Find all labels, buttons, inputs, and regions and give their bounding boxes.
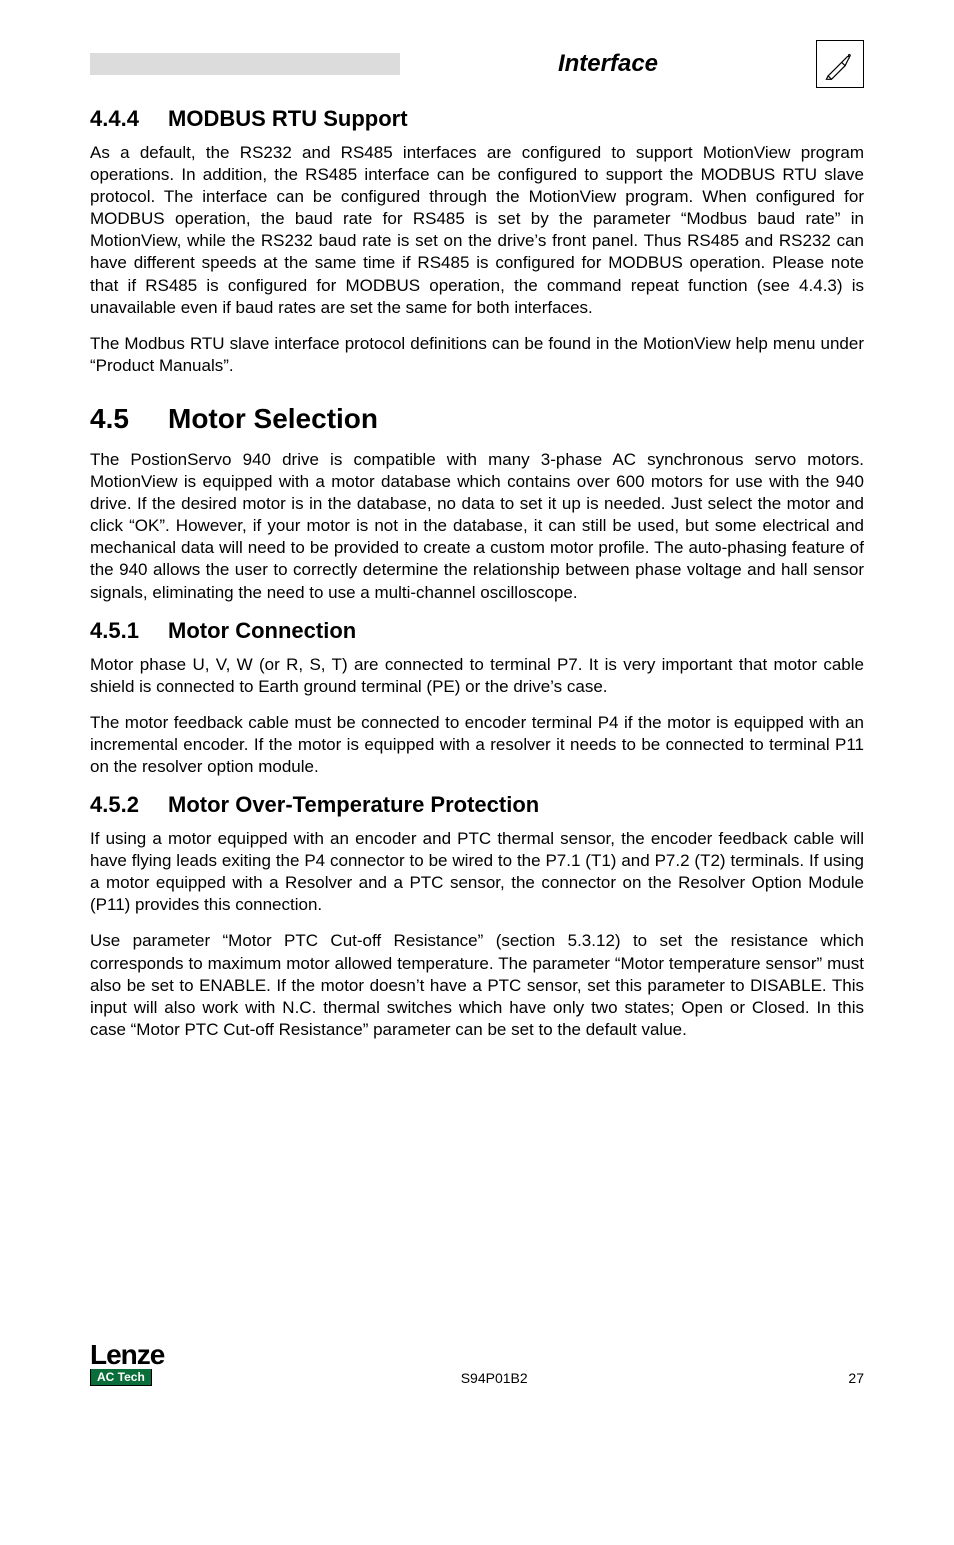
- body-paragraph: Use parameter “Motor PTC Cut-off Resista…: [90, 930, 864, 1040]
- brand-logo-sub: AC Tech: [90, 1369, 152, 1386]
- page-content: 4.4.4MODBUS RTU Support As a default, the…: [90, 106, 864, 1041]
- header-accent-bar: [90, 53, 400, 75]
- section-heading: 4.5.1Motor Connection: [90, 618, 864, 644]
- section-heading: 4.5Motor Selection: [90, 403, 864, 435]
- body-paragraph: Motor phase U, V, W (or R, S, T) are con…: [90, 654, 864, 698]
- section-title: MODBUS RTU Support: [168, 106, 408, 131]
- section-number: 4.5.2: [90, 792, 168, 818]
- body-paragraph: The motor feedback cable must be connect…: [90, 712, 864, 778]
- page-header-title: Interface: [400, 50, 816, 78]
- brand-logo: Lenze AC Tech: [90, 1341, 164, 1386]
- brand-logo-main: Lenze: [90, 1341, 164, 1369]
- section-title: Motor Selection: [168, 403, 378, 434]
- page-number: 27: [824, 1370, 864, 1386]
- document-code: S94P01B2: [164, 1370, 824, 1386]
- note-icon: [816, 40, 864, 88]
- section-number: 4.4.4: [90, 106, 168, 132]
- page-header: Interface: [90, 40, 864, 88]
- section-title: Motor Over-Temperature Protection: [168, 792, 539, 817]
- section-heading: 4.5.2Motor Over-Temperature Protection: [90, 792, 864, 818]
- page-footer: Lenze AC Tech S94P01B2 27: [90, 1341, 864, 1386]
- section-heading: 4.4.4MODBUS RTU Support: [90, 106, 864, 132]
- body-paragraph: The Modbus RTU slave interface protocol …: [90, 333, 864, 377]
- section-number: 4.5.1: [90, 618, 168, 644]
- body-paragraph: As a default, the RS232 and RS485 interf…: [90, 142, 864, 319]
- section-number: 4.5: [90, 403, 168, 435]
- body-paragraph: If using a motor equipped with an encode…: [90, 828, 864, 916]
- body-paragraph: The PostionServo 940 drive is compatible…: [90, 449, 864, 604]
- section-title: Motor Connection: [168, 618, 356, 643]
